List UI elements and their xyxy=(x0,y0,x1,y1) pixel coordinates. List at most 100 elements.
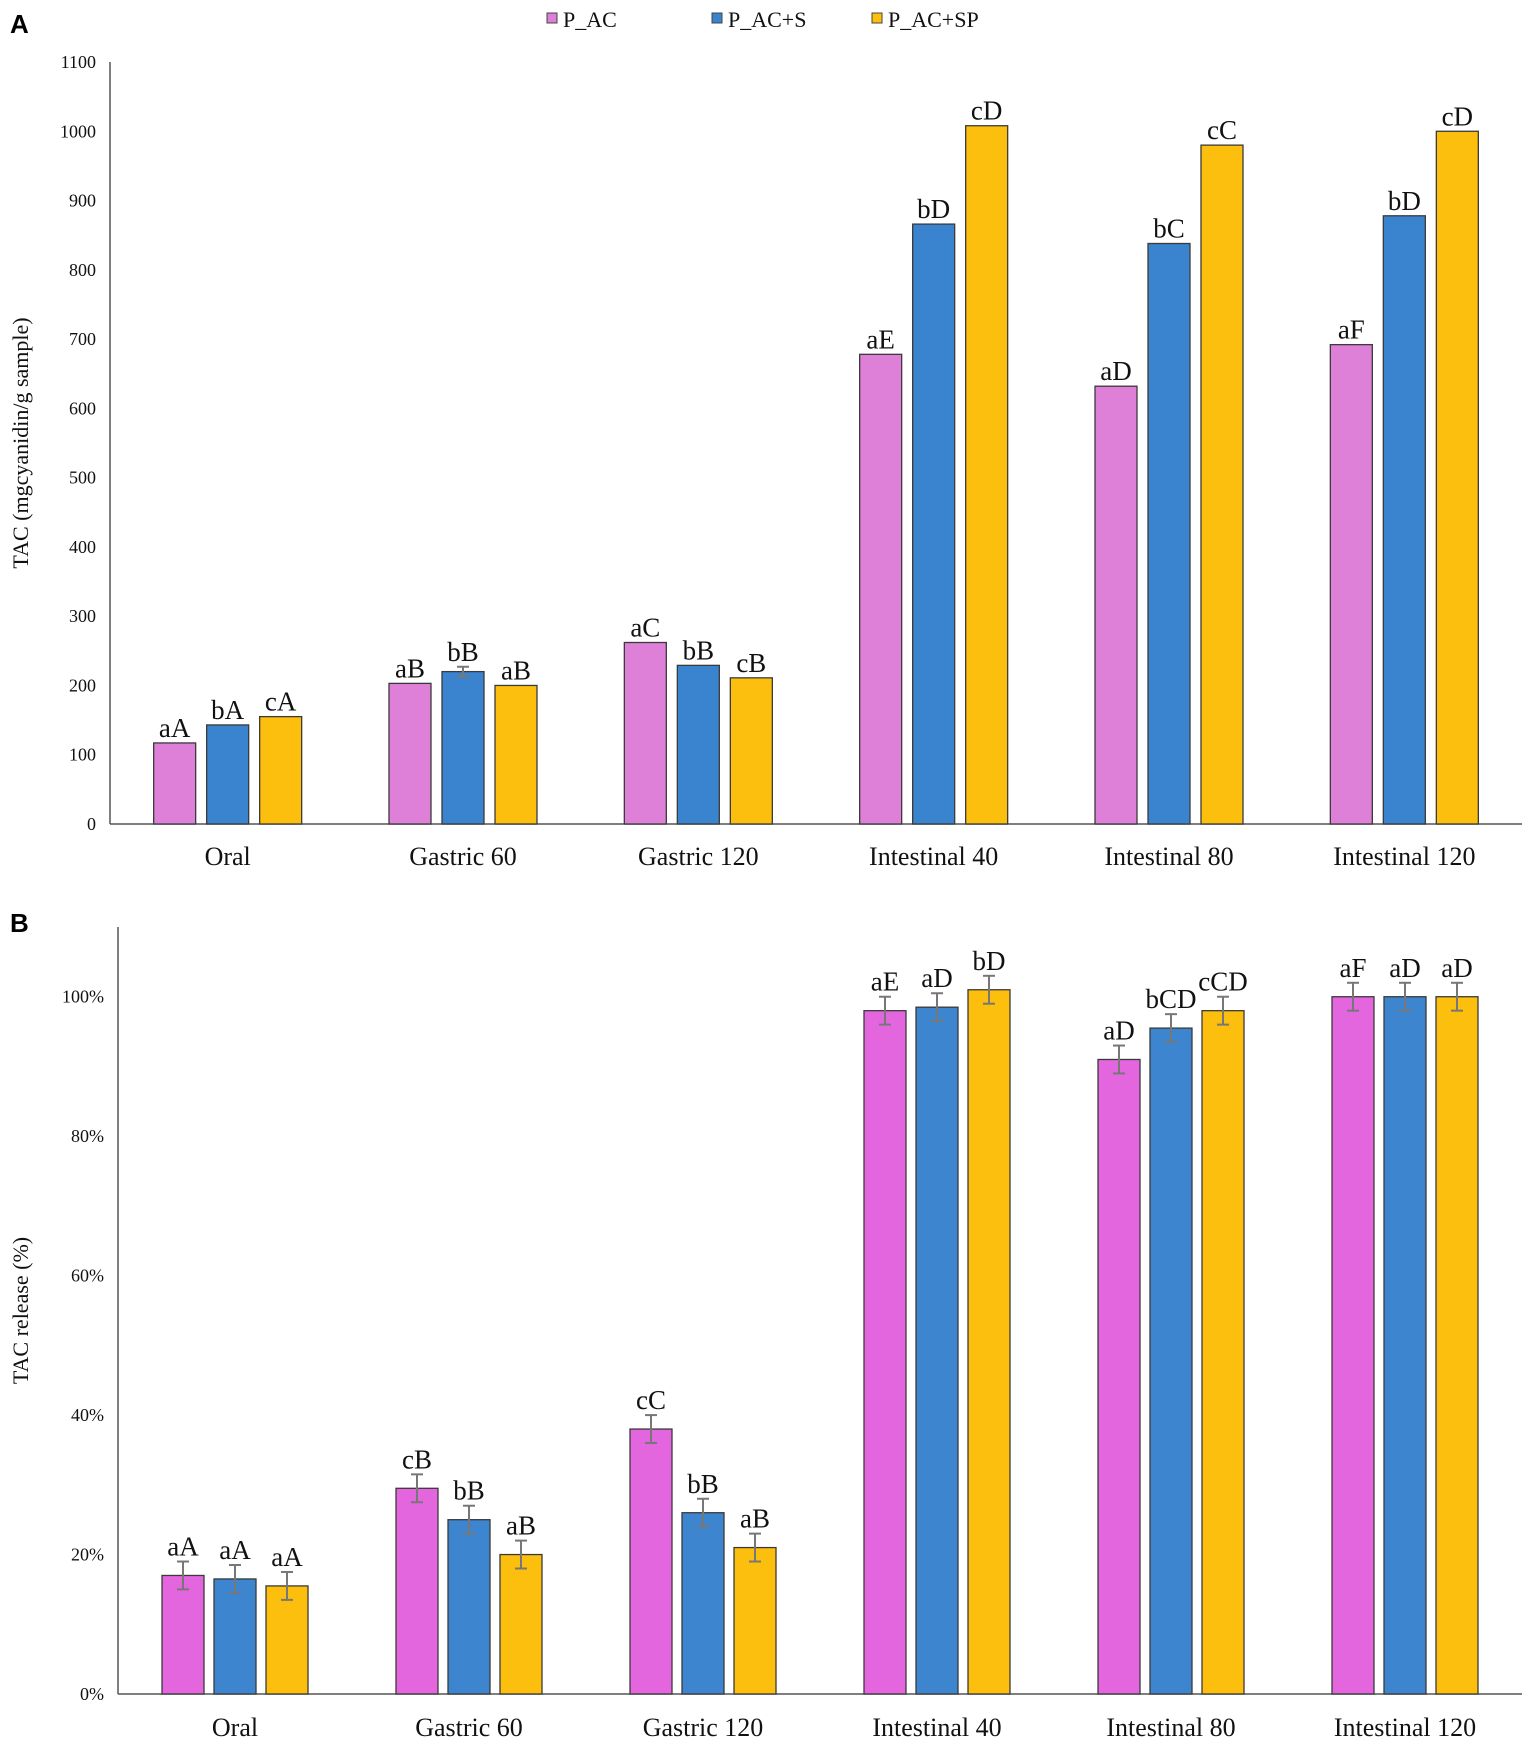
x-tick-label-oral: Oral xyxy=(205,842,251,871)
bar-p-ac-sp-intestinal-40 xyxy=(965,125,1009,825)
y-axis-label: TAC (mgcyanidin/g sample) xyxy=(8,317,33,568)
bar-p-ac-sp-gastric-60 xyxy=(499,1553,543,1695)
data-label-p-ac-intestinal-80: aD xyxy=(1100,356,1131,386)
bar-p-ac-gastric-120 xyxy=(623,641,667,825)
bar-p-ac-s-gastric-60 xyxy=(441,670,485,825)
error-bar-p-ac-intestinal-80 xyxy=(1113,1044,1125,1075)
bar-p-ac-intestinal-40 xyxy=(863,1010,907,1695)
data-label-p-ac-intestinal-40: aE xyxy=(871,967,899,997)
x-tick-label-gastric-120: Gastric 120 xyxy=(638,842,759,871)
panel-a-letter: A xyxy=(10,9,29,39)
bar-p-ac-gastric-120 xyxy=(629,1428,673,1695)
bar-p-ac-sp-gastric-120 xyxy=(729,677,773,825)
error-bar-p-ac-sp-intestinal-40 xyxy=(983,974,995,1005)
x-tick-label-gastric-60: Gastric 60 xyxy=(409,842,517,871)
bar-p-ac-sp-intestinal-120 xyxy=(1435,130,1479,825)
x-tick-label-intestinal-80: Intestinal 80 xyxy=(1104,842,1233,871)
data-label-p-ac-gastric-120: aC xyxy=(630,613,660,643)
data-label-p-ac-s-intestinal-120: bD xyxy=(1388,186,1421,216)
x-tick-label-intestinal-40: Intestinal 40 xyxy=(869,842,998,871)
data-label-p-ac-oral: aA xyxy=(159,713,191,743)
data-label-p-ac-sp-intestinal-80: cC xyxy=(1207,115,1237,145)
x-tick-label-intestinal-80: Intestinal 80 xyxy=(1106,1713,1235,1742)
bar-p-ac-intestinal-80 xyxy=(1097,1058,1141,1695)
data-label-p-ac-sp-gastric-60: aB xyxy=(501,655,531,685)
x-tick-label-oral: Oral xyxy=(212,1713,258,1742)
bar-p-ac-s-intestinal-40 xyxy=(912,223,956,825)
bar-p-ac-s-intestinal-120 xyxy=(1383,996,1427,1695)
legend-label-p-ac-s: P_AC+S xyxy=(728,7,806,32)
bar-p-ac-sp-oral xyxy=(265,1585,309,1695)
data-label-p-ac-oral: aA xyxy=(167,1532,199,1562)
data-label-p-ac-sp-gastric-60: aB xyxy=(506,1511,536,1541)
bar-p-ac-sp-intestinal-40 xyxy=(967,989,1011,1695)
legend: P_AC P_AC+S P_AC+SP xyxy=(546,7,979,32)
y-tick-label: 900 xyxy=(69,191,96,211)
data-label-p-ac-s-intestinal-80: bC xyxy=(1153,213,1185,243)
bar-p-ac-intestinal-120 xyxy=(1331,996,1375,1695)
x-tick-label-gastric-60: Gastric 60 xyxy=(415,1713,523,1742)
data-label-p-ac-sp-gastric-120: cB xyxy=(736,648,766,678)
bar-p-ac-s-gastric-120 xyxy=(676,664,720,825)
data-label-p-ac-gastric-120: cC xyxy=(636,1385,666,1415)
y-tick-label: 800 xyxy=(69,260,96,280)
error-bar-p-ac-s-gastric-60 xyxy=(463,1504,475,1535)
data-label-p-ac-intestinal-120: aF xyxy=(1338,315,1365,345)
error-bar-p-ac-s-gastric-60 xyxy=(457,665,469,678)
data-label-p-ac-intestinal-80: aD xyxy=(1103,1016,1134,1046)
chart-b: 0% 20% 40% 60% 80% 100% TAC release (%) Oral aA a… xyxy=(8,927,1522,1742)
legend-item-p-ac-s: P_AC+S xyxy=(711,7,806,32)
y-tick-label: 300 xyxy=(69,606,96,626)
legend-swatch-p-ac-s xyxy=(711,12,723,24)
legend-item-p-ac: P_AC xyxy=(546,7,617,32)
data-label-p-ac-s-gastric-120: bB xyxy=(683,635,715,665)
error-bar-p-ac-s-intestinal-40 xyxy=(931,992,943,1023)
bar-p-ac-gastric-60 xyxy=(388,682,432,825)
data-label-p-ac-intestinal-120: aF xyxy=(1340,953,1367,983)
panel-b-letter: B xyxy=(10,908,29,938)
data-label-p-ac-sp-intestinal-80: cCD xyxy=(1198,967,1248,997)
data-label-p-ac-s-intestinal-40: aD xyxy=(921,963,952,993)
bar-p-ac-sp-intestinal-80 xyxy=(1200,144,1244,825)
error-bar-p-ac-gastric-60 xyxy=(411,1473,423,1504)
data-label-p-ac-gastric-60: aB xyxy=(395,653,425,683)
bar-p-ac-sp-gastric-120 xyxy=(733,1546,777,1695)
y-tick-label: 1000 xyxy=(60,121,96,141)
data-label-p-ac-s-oral: aA xyxy=(219,1535,251,1565)
data-label-p-ac-sp-intestinal-40: cD xyxy=(971,96,1002,126)
bar-p-ac-sp-intestinal-120 xyxy=(1435,996,1479,1695)
error-bar-p-ac-sp-oral xyxy=(281,1570,293,1601)
bar-p-ac-intestinal-80 xyxy=(1094,385,1138,825)
y-tick-label: 1100 xyxy=(61,52,96,72)
data-label-p-ac-gastric-60: cB xyxy=(402,1444,432,1474)
y-tick-label: 0 xyxy=(87,814,96,834)
legend-swatch-p-ac-sp xyxy=(871,12,883,24)
data-label-p-ac-s-intestinal-80: bCD xyxy=(1145,984,1196,1014)
bar-p-ac-s-intestinal-80 xyxy=(1147,242,1191,825)
data-label-p-ac-s-gastric-120: bB xyxy=(687,1469,719,1499)
legend-item-p-ac-sp: P_AC+SP xyxy=(871,7,979,32)
legend-swatch-p-ac xyxy=(546,12,558,24)
data-label-p-ac-s-intestinal-120: aD xyxy=(1389,953,1420,983)
data-label-p-ac-s-oral: bA xyxy=(211,695,245,725)
data-label-p-ac-sp-oral: aA xyxy=(271,1542,303,1572)
y-tick-label: 500 xyxy=(69,468,96,488)
x-tick-label-intestinal-120: Intestinal 120 xyxy=(1334,1713,1476,1742)
data-label-p-ac-s-gastric-60: bB xyxy=(453,1476,485,1506)
bar-p-ac-sp-gastric-60 xyxy=(494,684,538,825)
bar-p-ac-s-gastric-60 xyxy=(447,1519,491,1695)
error-bar-p-ac-s-intestinal-120 xyxy=(1399,981,1411,1012)
bar-p-ac-intestinal-40 xyxy=(859,353,903,825)
x-tick-label-intestinal-40: Intestinal 40 xyxy=(872,1713,1001,1742)
bar-p-ac-oral xyxy=(153,742,197,825)
y-tick-label: 40% xyxy=(71,1405,104,1425)
data-label-p-ac-sp-intestinal-120: aD xyxy=(1441,953,1472,983)
data-label-p-ac-s-intestinal-40: bD xyxy=(917,194,950,224)
bar-p-ac-oral xyxy=(161,1574,205,1695)
bar-p-ac-s-oral xyxy=(213,1578,257,1695)
error-bar-p-ac-intestinal-120 xyxy=(1347,981,1359,1012)
bar-p-ac-s-intestinal-120 xyxy=(1382,215,1426,825)
error-bar-p-ac-sp-gastric-60 xyxy=(515,1539,527,1570)
bar-p-ac-s-oral xyxy=(206,724,250,825)
data-label-p-ac-intestinal-40: aE xyxy=(866,324,894,354)
